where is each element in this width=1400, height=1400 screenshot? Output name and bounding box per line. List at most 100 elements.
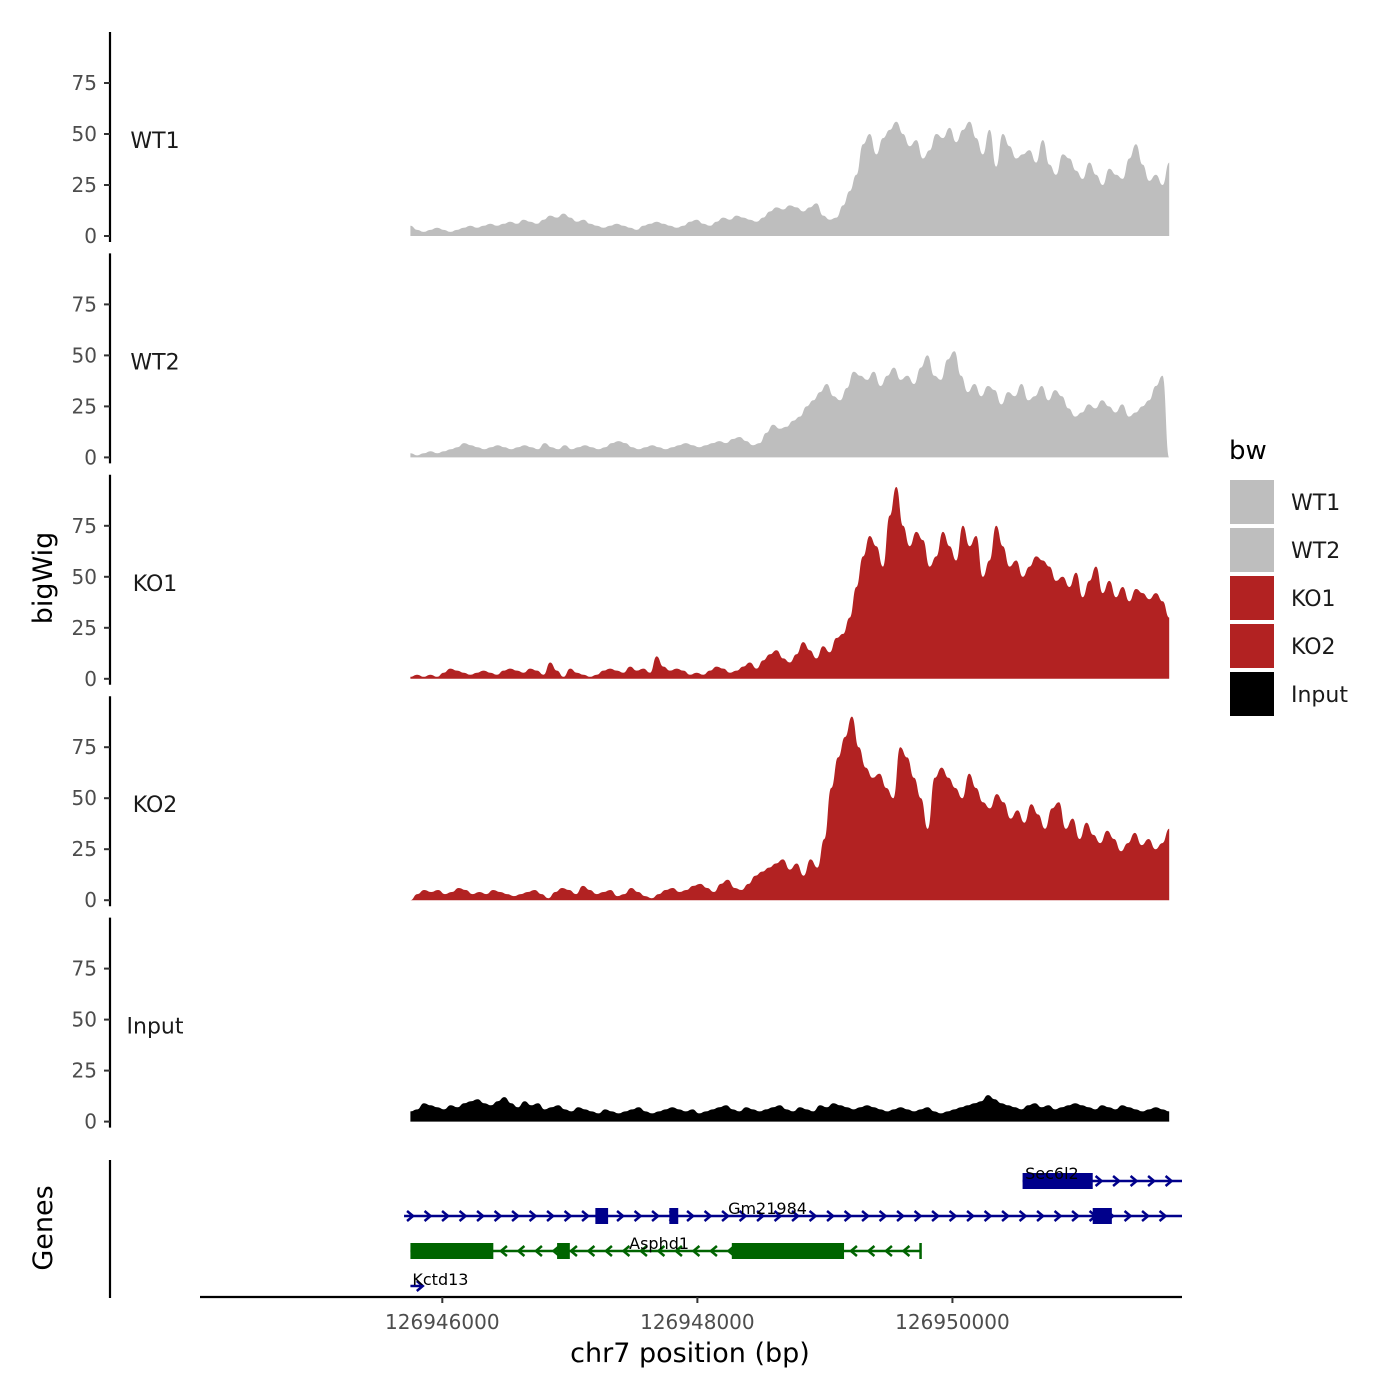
x-axis: 126946000 126948000 126950000 [200,1295,1182,1334]
exon [731,1243,845,1259]
strand-arrow-icon [498,1245,508,1257]
y-tick-label: 50 [72,343,97,367]
exon [410,1243,494,1259]
strand-arrow-icon [511,1210,521,1222]
strand-arrow-icon [458,1210,468,1222]
strand-arrow-icon [861,1210,871,1222]
strand-arrow-icon [983,1210,993,1222]
legend-swatch-input [1230,672,1274,716]
strand-arrow-icon [878,1210,888,1222]
gene-track: Sec6l2 Gm21984 Asphd1 Kctd13 [108,1160,1182,1298]
y-tick-label: 75 [72,957,97,981]
strand-arrow-icon [651,1210,661,1222]
y-tick-label: 25 [72,394,97,418]
area-ko2 [410,716,1170,901]
strand-arrow-icon [406,1210,416,1222]
strand-arrow-icon [883,1245,893,1257]
strand-arrow-icon [913,1210,923,1222]
y-tick-label: 50 [72,565,97,589]
strand-arrow-icon [441,1210,451,1222]
strand-arrow-icon [1094,1175,1104,1187]
strand-arrow-icon [493,1210,503,1222]
track-label-ko2: KO2 [133,793,178,818]
track-label-wt2: WT2 [130,350,179,375]
strand-arrow-icon [773,1210,783,1222]
y-tick-label: 0 [84,888,97,912]
y-tick-label: 25 [72,616,97,640]
track-label-wt1: WT1 [130,129,179,154]
y-tick-label: 50 [72,122,97,146]
track-ko1: 0 25 50 75 KO1 [72,474,1170,691]
y-tick-label: 0 [84,1110,97,1134]
area-input [410,1095,1170,1122]
strand-arrow-icon [1053,1210,1063,1222]
y-tick-label: 50 [72,1008,97,1032]
y-tick-label: 0 [84,224,97,248]
legend-label-ko1: KO1 [1291,587,1336,612]
gene-sec6l2: Sec6l2 [1022,1164,1182,1189]
strand-arrow-icon [416,1280,425,1292]
legend-title: bw [1229,436,1267,466]
gene-asphd1: Asphd1 [410,1234,922,1259]
y-tick-label: 75 [72,71,97,95]
y-tick-label: 75 [72,292,97,316]
legend-swatch-wt2 [1230,528,1274,572]
legend-swatch-wt1 [1230,480,1274,524]
y-tick-label: 25 [72,837,97,861]
y-tick-label: 50 [72,786,97,810]
y-tick-label: 75 [72,735,97,759]
strand-arrow-icon [546,1210,556,1222]
strand-arrow-icon [1112,1175,1122,1187]
strand-arrow-icon [756,1210,766,1222]
strand-arrow-icon [533,1245,543,1257]
legend-label-wt1: WT1 [1291,491,1340,516]
y-tick-label: 0 [84,667,97,691]
legend-label-wt2: WT2 [1291,539,1340,564]
strand-arrow-icon [721,1210,731,1222]
track-ko2: 0 25 50 75 KO2 [72,696,1170,912]
strand-arrow-icon [1158,1210,1168,1222]
strand-arrow-icon [603,1245,613,1257]
strand-arrow-icon [843,1210,853,1222]
y-tick-label: 25 [72,173,97,197]
gene-label: Asphd1 [629,1234,689,1253]
track-wt2: 0 25 50 75 WT2 [72,253,1170,469]
area-ko1 [410,487,1170,679]
y-tick-label: 25 [72,1059,97,1083]
exon [669,1208,679,1224]
strand-arrow-icon [621,1245,631,1257]
strand-arrow-icon [703,1210,713,1222]
exon [1022,1173,1093,1189]
strand-arrow-icon [528,1210,538,1222]
strand-arrow-icon [848,1245,858,1257]
strand-arrow-icon [948,1210,958,1222]
gene-label: Kctd13 [412,1270,468,1289]
y-tick-label: 75 [72,514,97,538]
legend-label-ko2: KO2 [1291,635,1336,660]
area-wt1 [410,121,1170,236]
exon [557,1243,570,1259]
strand-arrow-icon [1141,1210,1151,1222]
strand-arrow-icon [581,1210,591,1222]
strand-arrow-icon [1123,1210,1133,1222]
strand-arrow-icon [826,1210,836,1222]
genes-axis-title: Genes [28,1185,59,1270]
exon [595,1208,609,1224]
strand-arrow-icon [1164,1175,1174,1187]
exon [1092,1208,1112,1224]
strand-arrow-icon [708,1245,718,1257]
strand-arrow-icon [1071,1210,1081,1222]
strand-arrow-icon [423,1210,433,1222]
strand-arrow-icon [1147,1175,1157,1187]
strand-arrow-icon [563,1210,573,1222]
track-panels: 0 25 50 75 WT1 0 25 50 75 WT2 0 25 50 75 KO1 0 25 50 75 KO2… [72,32,1170,1134]
track-input: 0 25 50 75 Input [72,917,1170,1134]
y-tick-label: 0 [84,445,97,469]
strand-arrow-icon [896,1210,906,1222]
strand-arrow-icon [1129,1175,1139,1187]
gene-label: Gm21984 [728,1199,807,1218]
strand-arrow-icon [633,1210,643,1222]
legend: bw WT1 WT2 KO1 KO2 Input [1229,436,1348,716]
strand-arrow-icon [568,1245,578,1257]
